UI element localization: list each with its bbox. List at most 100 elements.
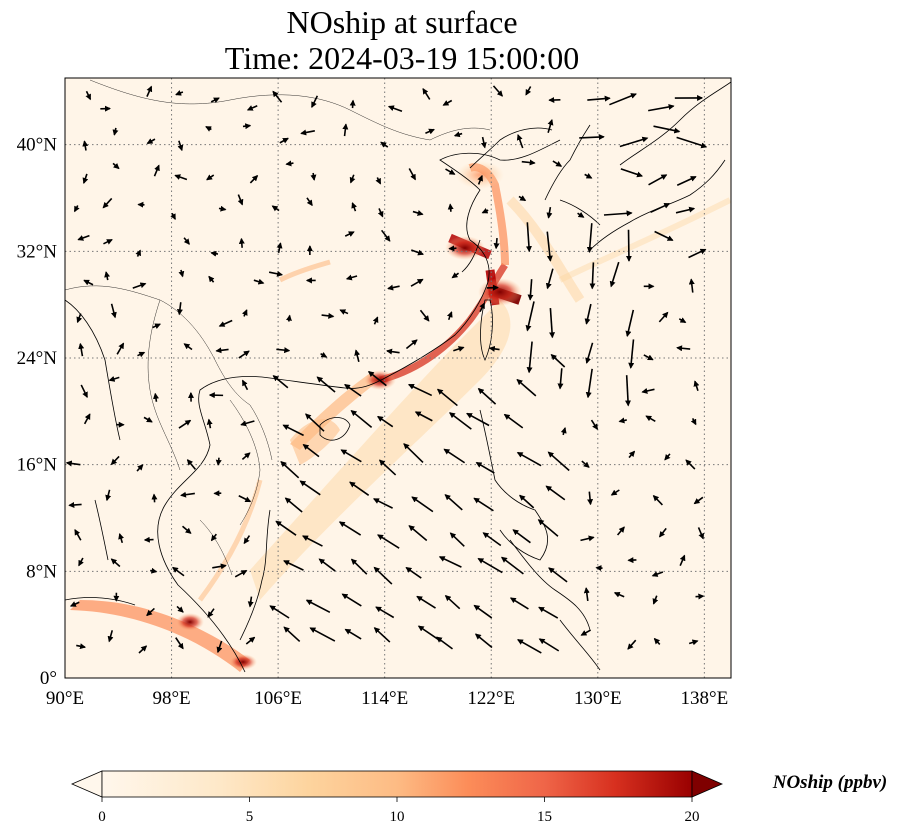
wind-arrow xyxy=(249,174,259,184)
wind-arrow xyxy=(526,341,533,374)
wind-arrow xyxy=(481,207,489,214)
wind-arrow xyxy=(628,339,635,369)
wind-arrow xyxy=(693,380,700,392)
x-tick-label: 130°E xyxy=(574,688,622,709)
wind-arrow xyxy=(183,343,193,351)
wind-arrow xyxy=(525,86,532,96)
wind-arrow xyxy=(658,311,669,323)
wind-arrow xyxy=(645,415,656,422)
wind-arrow xyxy=(435,636,453,650)
wind-arrow xyxy=(116,342,125,355)
wind-arrow xyxy=(76,643,87,650)
wind-arrow xyxy=(664,453,671,461)
colorbar-title: NOship (ppbv) xyxy=(772,772,888,793)
wind-arrow xyxy=(676,345,691,352)
wind-arrow xyxy=(405,339,418,350)
wind-arrow xyxy=(146,138,156,145)
wind-arrow xyxy=(69,601,80,607)
wind-arrow xyxy=(422,88,431,100)
wind-arrow xyxy=(107,630,114,643)
wind-arrow xyxy=(85,90,92,101)
wind-arrow xyxy=(518,195,527,202)
wind-arrow xyxy=(276,347,291,354)
wind-arrow xyxy=(584,173,593,179)
wind-arrow xyxy=(577,211,585,218)
wind-arrow xyxy=(176,605,184,613)
wind-arrow xyxy=(338,521,362,536)
wind-arrow xyxy=(552,160,563,167)
wind-arrow xyxy=(648,103,675,112)
wind-arrow xyxy=(416,595,436,609)
wind-arrow xyxy=(512,529,531,544)
wind-arrow xyxy=(609,261,620,288)
wind-arrow xyxy=(405,566,422,579)
y-tick-label: 32°N xyxy=(17,241,58,262)
wind-arrow xyxy=(419,309,430,322)
map-panel xyxy=(64,77,732,679)
wind-arrow xyxy=(349,481,370,496)
wind-arrow xyxy=(650,202,671,213)
colorbar-gradient xyxy=(101,770,693,798)
wind-arrow xyxy=(537,519,559,537)
wind-arrow xyxy=(318,558,336,572)
wind-arrow xyxy=(153,392,159,402)
wind-arrow xyxy=(82,140,89,151)
wind-arrow xyxy=(527,279,534,301)
colorbar-tick-label: 10 xyxy=(390,809,405,825)
wind-arrow xyxy=(373,566,393,585)
wind-arrow xyxy=(616,526,625,536)
wind-arrow xyxy=(473,604,493,619)
wind-arrow xyxy=(105,489,112,502)
wind-arrow xyxy=(245,636,256,645)
wind-arrow xyxy=(207,608,215,618)
wind-arrow xyxy=(206,418,213,429)
wind-arrow xyxy=(305,413,325,432)
wind-arrow xyxy=(344,231,355,237)
wind-arrow xyxy=(216,640,223,654)
wind-arrow xyxy=(693,496,704,505)
wind-arrow xyxy=(648,174,668,186)
wind-arrow xyxy=(375,606,395,619)
wind-arrow xyxy=(205,126,212,132)
wind-arrow xyxy=(580,629,592,636)
wind-arrow xyxy=(373,627,391,643)
wind-arrow xyxy=(628,450,636,459)
wind-arrow xyxy=(610,489,620,496)
wind-arrow xyxy=(350,410,373,429)
wind-arrow xyxy=(446,311,453,321)
x-tick-label: 98°E xyxy=(152,688,190,709)
y-tick-label: 24°N xyxy=(17,348,58,369)
colorbar-extend-max xyxy=(691,770,724,798)
wind-arrow xyxy=(74,529,82,541)
wind-arrow xyxy=(475,461,495,474)
wind-arrow xyxy=(482,532,502,547)
colorbar-tick-label: 20 xyxy=(685,809,700,825)
wind-arrow xyxy=(538,638,560,652)
wind-arrow xyxy=(316,376,336,393)
wind-arrow xyxy=(208,275,215,283)
wind-arrow xyxy=(547,119,554,134)
map-title: NOship at surface xyxy=(286,4,518,40)
wind-arrow xyxy=(492,85,503,97)
wind-arrow xyxy=(305,599,331,613)
wind-arrow xyxy=(583,587,590,602)
wind-arrow xyxy=(275,520,297,536)
wind-arrow xyxy=(479,302,486,313)
wind-arrow xyxy=(580,535,595,542)
wind-arrow xyxy=(367,370,387,387)
wind-arrow xyxy=(625,309,635,338)
wind-arrow xyxy=(135,249,141,257)
wind-arrow xyxy=(172,566,185,577)
wind-arrow xyxy=(652,595,659,605)
wind-arrow xyxy=(339,309,349,315)
wind-arrow xyxy=(78,342,85,357)
wind-arrow xyxy=(581,460,590,468)
wind-arrow xyxy=(408,525,428,542)
wind-arrow xyxy=(676,136,708,149)
wind-arrow xyxy=(643,354,654,361)
wind-arrow xyxy=(587,95,611,102)
wind-arrow xyxy=(579,134,605,141)
wind-arrow xyxy=(519,494,535,509)
wind-arrow xyxy=(679,554,686,566)
